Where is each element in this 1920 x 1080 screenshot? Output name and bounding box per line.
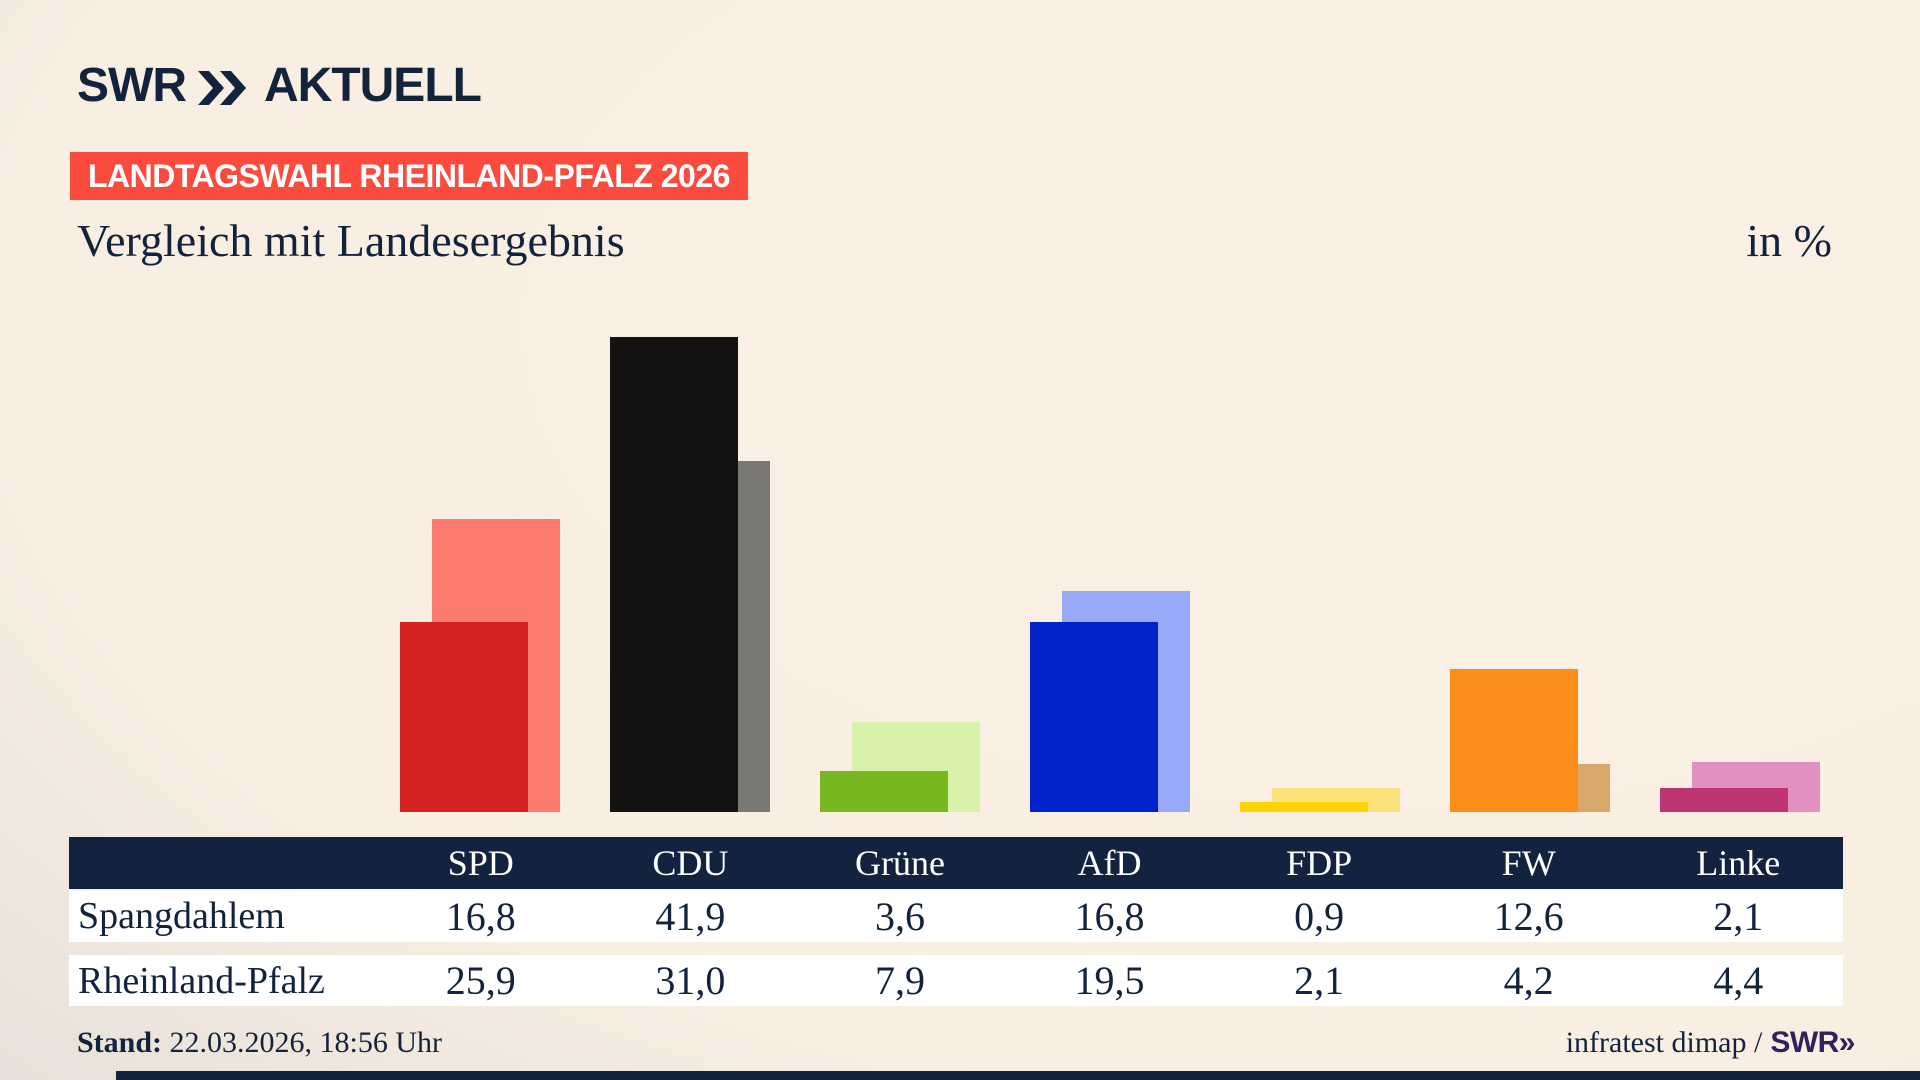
row-label: Spangdahlem: [78, 895, 285, 937]
election-badge: LANDTAGSWAHL RHEINLAND-PFALZ 2026: [70, 152, 748, 200]
bar-spangdahlem-fdp: [1240, 802, 1368, 812]
column-header-fw: FW: [1501, 843, 1556, 883]
logo-suffix-text: AKTUELL: [263, 59, 482, 112]
bar-chart: [0, 270, 1920, 812]
table-header-row: SPD CDU Grüne AfD FDP FW Linke: [69, 837, 1843, 889]
election-badge-label: LANDTAGSWAHL RHEINLAND-PFALZ 2026: [88, 157, 730, 194]
column-header-fdp: FDP: [1286, 843, 1353, 883]
column-header-spd: SPD: [447, 843, 514, 883]
bottom-accent-bar: [116, 1071, 1920, 1080]
bar-spangdahlem-fw: [1450, 669, 1578, 812]
bar-spangdahlem-linke: [1660, 788, 1788, 812]
timestamp-value: 22.03.2026, 18:56 Uhr: [169, 1026, 443, 1059]
table-cell: 19,5: [1074, 958, 1145, 1003]
source-credit-brand: SWR»: [1770, 1026, 1855, 1059]
table-cell: 25,9: [445, 958, 516, 1003]
table-cell: 31,0: [655, 958, 726, 1003]
source-credit-text: infratest dimap /: [1565, 1026, 1763, 1059]
table-cell: 16,8: [1074, 893, 1145, 939]
table-cell: 12,6: [1493, 893, 1564, 939]
row-label: Rheinland-Pfalz: [78, 959, 325, 1002]
table-cell: 0,9: [1294, 893, 1345, 939]
table-cell: 4,4: [1713, 958, 1764, 1003]
table-cell: 16,8: [445, 893, 516, 939]
bar-spangdahlem-afd: [1030, 622, 1158, 812]
table-cell: 4,2: [1503, 958, 1554, 1003]
column-header-linke: Linke: [1696, 843, 1781, 883]
source-credit: infratest dimap / SWR»: [1565, 1026, 1856, 1060]
table-cell: 3,6: [874, 893, 925, 939]
results-table: SPD CDU Grüne AfD FDP FW Linke Spangdahlem 16,8 4…: [69, 837, 1843, 1006]
table-row: Rheinland-Pfalz 25,9 31,0 7,9 19,5 2,1 4,2 4,4: [69, 955, 1843, 1006]
logo-brand-text: SWR: [77, 59, 187, 112]
column-header-afd: AfD: [1077, 843, 1142, 883]
table-cell: 2,1: [1713, 893, 1764, 939]
unit-label: in %: [1746, 215, 1832, 266]
column-header-cdu: CDU: [652, 843, 729, 883]
table-cell: 41,9: [655, 893, 726, 939]
double-chevron-icon: [197, 70, 250, 105]
table-cell: 2,1: [1294, 958, 1345, 1003]
swr-aktuell-logo: SWR AKTUELL: [77, 58, 482, 113]
bar-spangdahlem-grüne: [820, 771, 948, 812]
timestamp-label: Stand:: [77, 1026, 163, 1059]
page-title: Vergleich mit Landesergebnis: [77, 215, 625, 266]
timestamp: Stand: 22.03.2026, 18:56 Uhr: [77, 1026, 442, 1060]
table-cell: 7,9: [874, 958, 925, 1003]
bar-spangdahlem-cdu: [610, 337, 738, 812]
table-row: Spangdahlem 16,8 41,9 3,6 16,8 0,9 12,6 2,1: [69, 890, 1843, 942]
table-header-corner: [69, 837, 376, 889]
column-header-grüne: Grüne: [854, 843, 945, 883]
bar-spangdahlem-spd: [400, 622, 528, 812]
